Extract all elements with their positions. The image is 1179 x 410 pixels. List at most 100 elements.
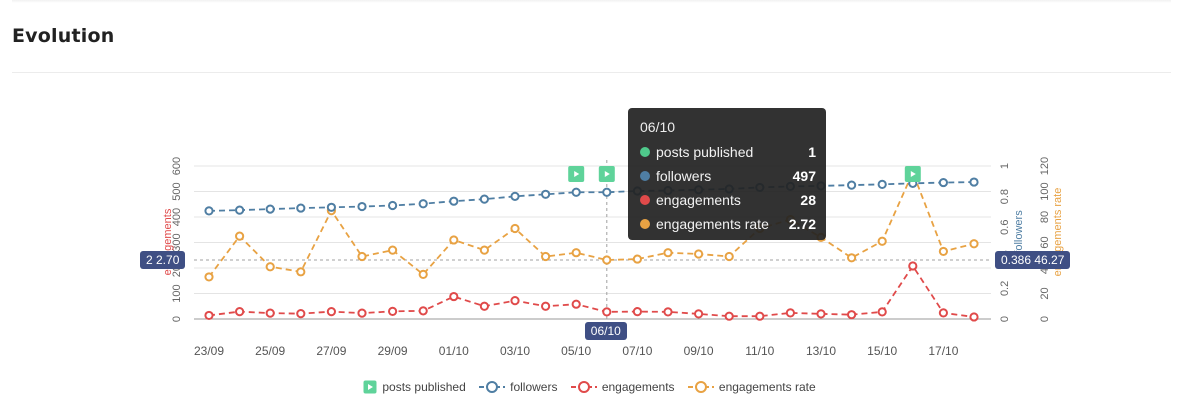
y-tick-label-left: 400 bbox=[171, 208, 183, 226]
legend-item-engagements-rate[interactable]: engagements rate bbox=[687, 380, 816, 394]
engagements-rate-line bbox=[208, 170, 975, 278]
engagements-rate-point bbox=[663, 248, 673, 258]
engagements-point bbox=[877, 307, 887, 317]
line-circle-icon bbox=[479, 381, 506, 393]
chart-legend: posts published followers engagements en… bbox=[0, 380, 1179, 397]
followers-point bbox=[571, 187, 581, 197]
engagements-rate-point bbox=[938, 246, 949, 257]
x-tick-label: 09/10 bbox=[684, 344, 714, 358]
engagements-rate-point bbox=[694, 249, 704, 259]
engagements-point bbox=[265, 308, 275, 318]
x-tick-label: 11/10 bbox=[745, 344, 774, 358]
line-circle-icon bbox=[687, 381, 714, 393]
tooltip-row-followers: followers 497 bbox=[640, 166, 816, 186]
followers-point bbox=[541, 189, 551, 199]
engagements-rate-point bbox=[418, 269, 428, 279]
posts-published-dot-icon bbox=[640, 147, 650, 157]
engagements-point bbox=[326, 307, 336, 317]
followers-line bbox=[208, 181, 975, 212]
y-tick-label-rate: 20 bbox=[1039, 287, 1051, 299]
engagements-point bbox=[296, 309, 306, 319]
engagements-point bbox=[847, 310, 857, 320]
engagements-dot-icon bbox=[640, 195, 650, 205]
y-tick-label-left: 0 bbox=[171, 316, 183, 322]
y-tick-label-rate: 120 bbox=[1039, 157, 1051, 175]
engagements-point bbox=[204, 310, 214, 321]
engagements-rate-point bbox=[265, 262, 275, 272]
crosshair-right-value-badge: 0.386 46.27 bbox=[995, 251, 1071, 269]
tooltip-row-label: posts published bbox=[656, 144, 754, 160]
followers-dot-icon bbox=[640, 171, 650, 181]
followers-point bbox=[204, 206, 214, 216]
engagements-rate-point bbox=[510, 223, 520, 234]
flag-arrow-icon bbox=[910, 171, 916, 177]
legend-item-engagements[interactable]: engagements bbox=[570, 380, 675, 394]
engagements-point bbox=[479, 301, 489, 311]
tooltip-row-value: 28 bbox=[800, 192, 816, 208]
engagements-point bbox=[724, 311, 734, 321]
crosshair-left-value-badge: 2 2.70 bbox=[140, 251, 186, 269]
tooltip-row-engagements-rate: engagements rate 2.72 bbox=[640, 214, 816, 234]
engagements-rate-point bbox=[877, 236, 887, 246]
engagements-point bbox=[357, 308, 367, 318]
followers-point bbox=[479, 194, 489, 204]
legend-label: engagements rate bbox=[718, 380, 816, 394]
line-circle-icon bbox=[570, 381, 597, 393]
tooltip-row-label: engagements rate bbox=[656, 216, 769, 232]
followers-point bbox=[418, 199, 428, 209]
engagements-point bbox=[785, 308, 796, 318]
tooltip-row-engagements: engagements 28 bbox=[640, 190, 816, 210]
followers-point bbox=[235, 205, 245, 215]
x-tick-label: 29/09 bbox=[378, 344, 408, 358]
x-tick-label: 05/10 bbox=[561, 344, 591, 358]
engagements-rate-point bbox=[204, 272, 214, 282]
x-tick-label: 03/10 bbox=[500, 344, 530, 358]
followers-point bbox=[510, 191, 520, 201]
chart-tooltip: 06/10 posts published 1 followers 497 en… bbox=[628, 108, 826, 240]
y-tick-label-rate: 0 bbox=[1039, 316, 1051, 322]
y-tick-label-right: 0.8 bbox=[999, 189, 1011, 204]
tooltip-row-posts-published: posts published 1 bbox=[640, 142, 816, 162]
followers-point bbox=[877, 179, 887, 189]
y-tick-label-right: 0 bbox=[999, 316, 1011, 322]
engagements-rate-point bbox=[969, 239, 979, 249]
engagements-rate-point bbox=[571, 248, 581, 258]
x-tick-label: 13/10 bbox=[806, 344, 836, 358]
x-tick-label: 27/09 bbox=[316, 344, 346, 358]
engagements-rate-point bbox=[479, 245, 489, 255]
followers-point bbox=[847, 180, 857, 190]
engagements-point bbox=[235, 307, 245, 317]
engagements-point bbox=[938, 308, 949, 318]
y-tick-label-rate: 60 bbox=[1039, 236, 1051, 248]
y-tick-label-rate: 100 bbox=[1039, 182, 1051, 200]
tooltip-title: 06/10 bbox=[640, 119, 676, 135]
x-tick-label: 23/09 bbox=[194, 344, 224, 358]
engagements-rate-point bbox=[235, 231, 245, 241]
engagements-point bbox=[388, 306, 398, 316]
legend-label: followers bbox=[510, 380, 558, 394]
y-tick-label-right: 0.2 bbox=[999, 281, 1011, 296]
engagements-point bbox=[571, 299, 581, 309]
engagements-line bbox=[208, 264, 975, 318]
engagements-rate-point bbox=[632, 254, 643, 264]
tooltip-row-value: 1 bbox=[808, 144, 816, 160]
engagements-rate-point bbox=[724, 251, 734, 262]
y-tick-label-right: 0.6 bbox=[999, 220, 1011, 235]
engagements-point bbox=[449, 291, 459, 302]
y-tick-label-right: 1 bbox=[999, 163, 1011, 169]
engagements-rate-point bbox=[357, 251, 367, 262]
legend-item-followers[interactable]: followers bbox=[479, 380, 557, 394]
followers-point bbox=[602, 187, 612, 197]
followers-point bbox=[449, 196, 459, 206]
engagements-point bbox=[663, 307, 673, 317]
engagements-point bbox=[755, 311, 765, 321]
followers-point bbox=[388, 200, 398, 211]
engagements-rate-point bbox=[602, 255, 612, 265]
tooltip-row-label: engagements bbox=[656, 192, 741, 208]
section-divider bbox=[12, 72, 1171, 73]
followers-point bbox=[969, 177, 979, 187]
x-tick-label: 01/10 bbox=[439, 344, 469, 358]
legend-item-posts-published[interactable]: posts published bbox=[363, 380, 466, 394]
followers-point bbox=[296, 203, 306, 213]
